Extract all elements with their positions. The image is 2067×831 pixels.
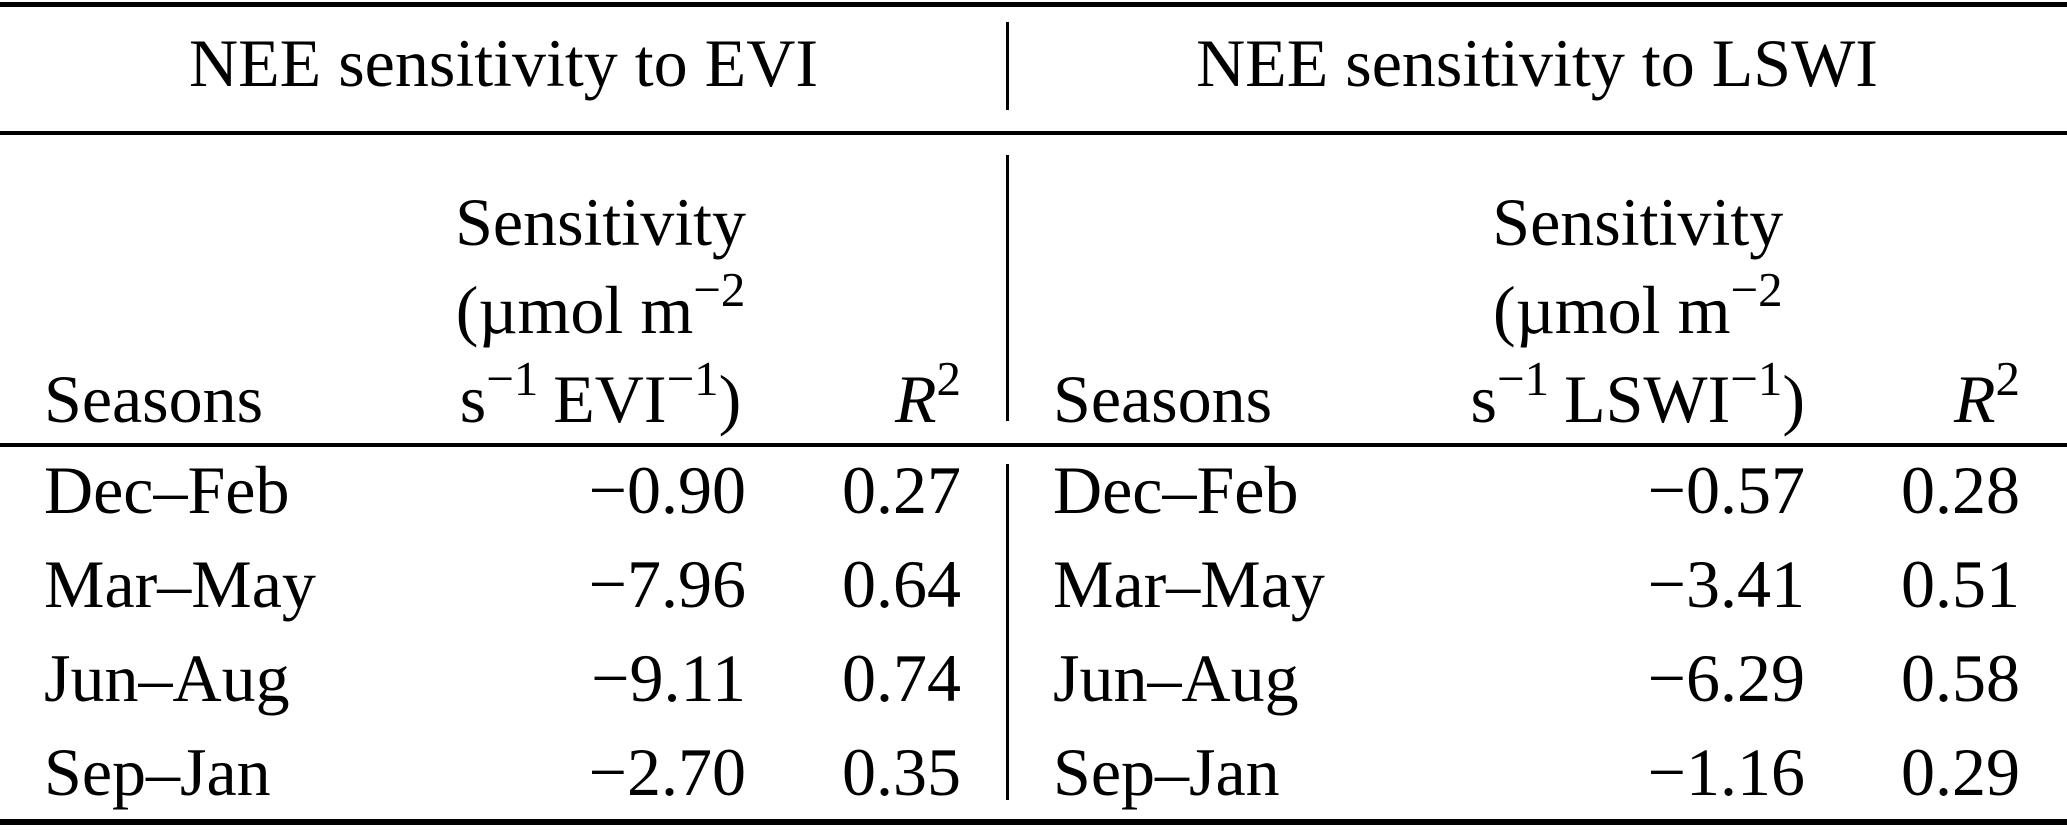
group-title-band: NEE sensitivity to EVI NEE sensitivity t… bbox=[0, 7, 2067, 131]
r2-cell: 0.28 bbox=[1901, 452, 2020, 528]
season-cell: Jun–Aug bbox=[44, 640, 290, 716]
season-cell: Mar–May bbox=[44, 546, 316, 622]
sensitivity-cell: −0.57 bbox=[1647, 452, 1805, 528]
sensitivity-cell: −2.70 bbox=[588, 734, 746, 810]
superscript: −1 bbox=[1730, 350, 1783, 406]
sensitivity-cell: −3.41 bbox=[1647, 546, 1805, 622]
rule-bottom bbox=[0, 819, 2067, 825]
r2-cell: 0.35 bbox=[842, 734, 961, 810]
superscript: −1 bbox=[486, 350, 539, 406]
rule-top bbox=[0, 2, 2067, 7]
unit-line-1: Sensitivity bbox=[1492, 183, 1784, 260]
season-cell: Dec–Feb bbox=[1053, 452, 1299, 528]
sensitivity-cell: −0.90 bbox=[588, 452, 746, 528]
r2-cell: 0.58 bbox=[1901, 640, 2020, 716]
season-cell: Mar–May bbox=[1053, 546, 1325, 622]
group-title-lswi: NEE sensitivity to LSWI bbox=[1007, 7, 2067, 131]
vertical-divider-segment-headers bbox=[1006, 155, 1009, 421]
r2-cell: 0.51 bbox=[1901, 546, 2020, 622]
r2-cell: 0.29 bbox=[1901, 734, 2020, 810]
superscript: −1 bbox=[1497, 350, 1550, 406]
season-cell: Sep–Jan bbox=[1053, 734, 1280, 810]
table-half-lswi: Seasons Sensitivity (µmol m−2 s−1 LSWI−1)… bbox=[1010, 135, 2067, 819]
rule-below-group-titles bbox=[0, 131, 2067, 135]
column-header-seasons-lswi: Seasons bbox=[1053, 360, 1273, 437]
superscript: −1 bbox=[666, 350, 719, 406]
rule-below-column-headers bbox=[0, 443, 2067, 447]
column-header-r2-lswi: R2 bbox=[1953, 350, 2020, 437]
unit-line-2: (µmol m−2 bbox=[1492, 262, 1783, 349]
unit-line-1: Sensitivity bbox=[455, 183, 746, 260]
sensitivity-cell: −7.96 bbox=[588, 546, 746, 622]
column-header-sensitivity-lswi: Sensitivity (µmol m−2 s−1 LSWI−1) bbox=[1471, 178, 1805, 443]
sensitivity-cell: −9.11 bbox=[591, 640, 746, 716]
column-header-r2-evi: R2 bbox=[894, 350, 961, 437]
group-title-evi-text: NEE sensitivity to EVI bbox=[189, 24, 818, 101]
season-cell: Jun–Aug bbox=[1053, 640, 1299, 716]
sensitivity-cell: −6.29 bbox=[1647, 640, 1805, 716]
r2-cell: 0.64 bbox=[842, 546, 961, 622]
season-cell: Dec–Feb bbox=[44, 452, 290, 528]
table-half-evi: Seasons Sensitivity (µmol m−2 s−1 EVI−1) … bbox=[0, 135, 1007, 819]
column-header-seasons-evi: Seasons bbox=[44, 360, 264, 437]
group-title-evi: NEE sensitivity to EVI bbox=[0, 7, 1007, 131]
r2-cell: 0.74 bbox=[842, 640, 961, 716]
season-cell: Sep–Jan bbox=[44, 734, 271, 810]
column-header-sensitivity-evi: Sensitivity (µmol m−2 s−1 EVI−1) bbox=[455, 178, 746, 443]
vertical-divider-segment-data bbox=[1006, 464, 1009, 800]
unit-line-3: s−1 LSWI−1) bbox=[1470, 350, 1805, 437]
vertical-divider-segment-titles bbox=[1006, 22, 1009, 110]
r2-cell: 0.27 bbox=[842, 452, 961, 528]
superscript: −2 bbox=[693, 262, 746, 318]
superscript: −2 bbox=[1730, 262, 1783, 318]
group-title-lswi-text: NEE sensitivity to LSWI bbox=[1196, 24, 1878, 101]
unit-line-3: s−1 EVI−1) bbox=[459, 350, 742, 437]
superscript: 2 bbox=[1995, 350, 2020, 406]
sensitivity-cell: −1.16 bbox=[1647, 734, 1805, 810]
superscript: 2 bbox=[936, 350, 961, 406]
unit-line-2: (µmol m−2 bbox=[455, 262, 746, 349]
